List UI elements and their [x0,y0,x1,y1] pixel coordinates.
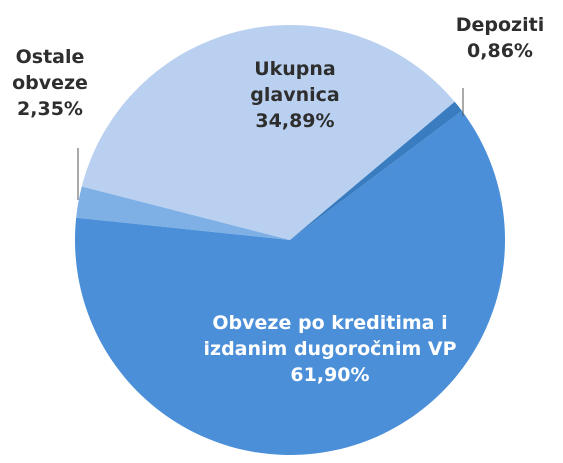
pie-slice [76,186,290,240]
slice-label: Ukupna glavnica 34,89% [240,56,350,134]
category-label: Depoziti [455,14,545,36]
category-label: Ostale obveze [12,46,88,94]
value-label: 2,35% [17,98,83,120]
slice-label: Obveze po kreditima i izdanim dugoročnim… [175,310,485,388]
pie-slice [75,110,505,455]
category-label: Obveze po kreditima i izdanim dugoročnim… [203,312,457,360]
category-label: Ukupna glavnica [250,58,340,106]
value-label: 61,90% [290,364,370,386]
slice-label: Ostale obveze 2,35% [5,44,95,122]
value-label: 34,89% [255,110,335,132]
pie-slice [290,101,462,241]
slice-label: Depoziti 0,86% [440,12,560,64]
pie-slice [81,24,455,241]
value-label: 0,86% [467,40,533,62]
